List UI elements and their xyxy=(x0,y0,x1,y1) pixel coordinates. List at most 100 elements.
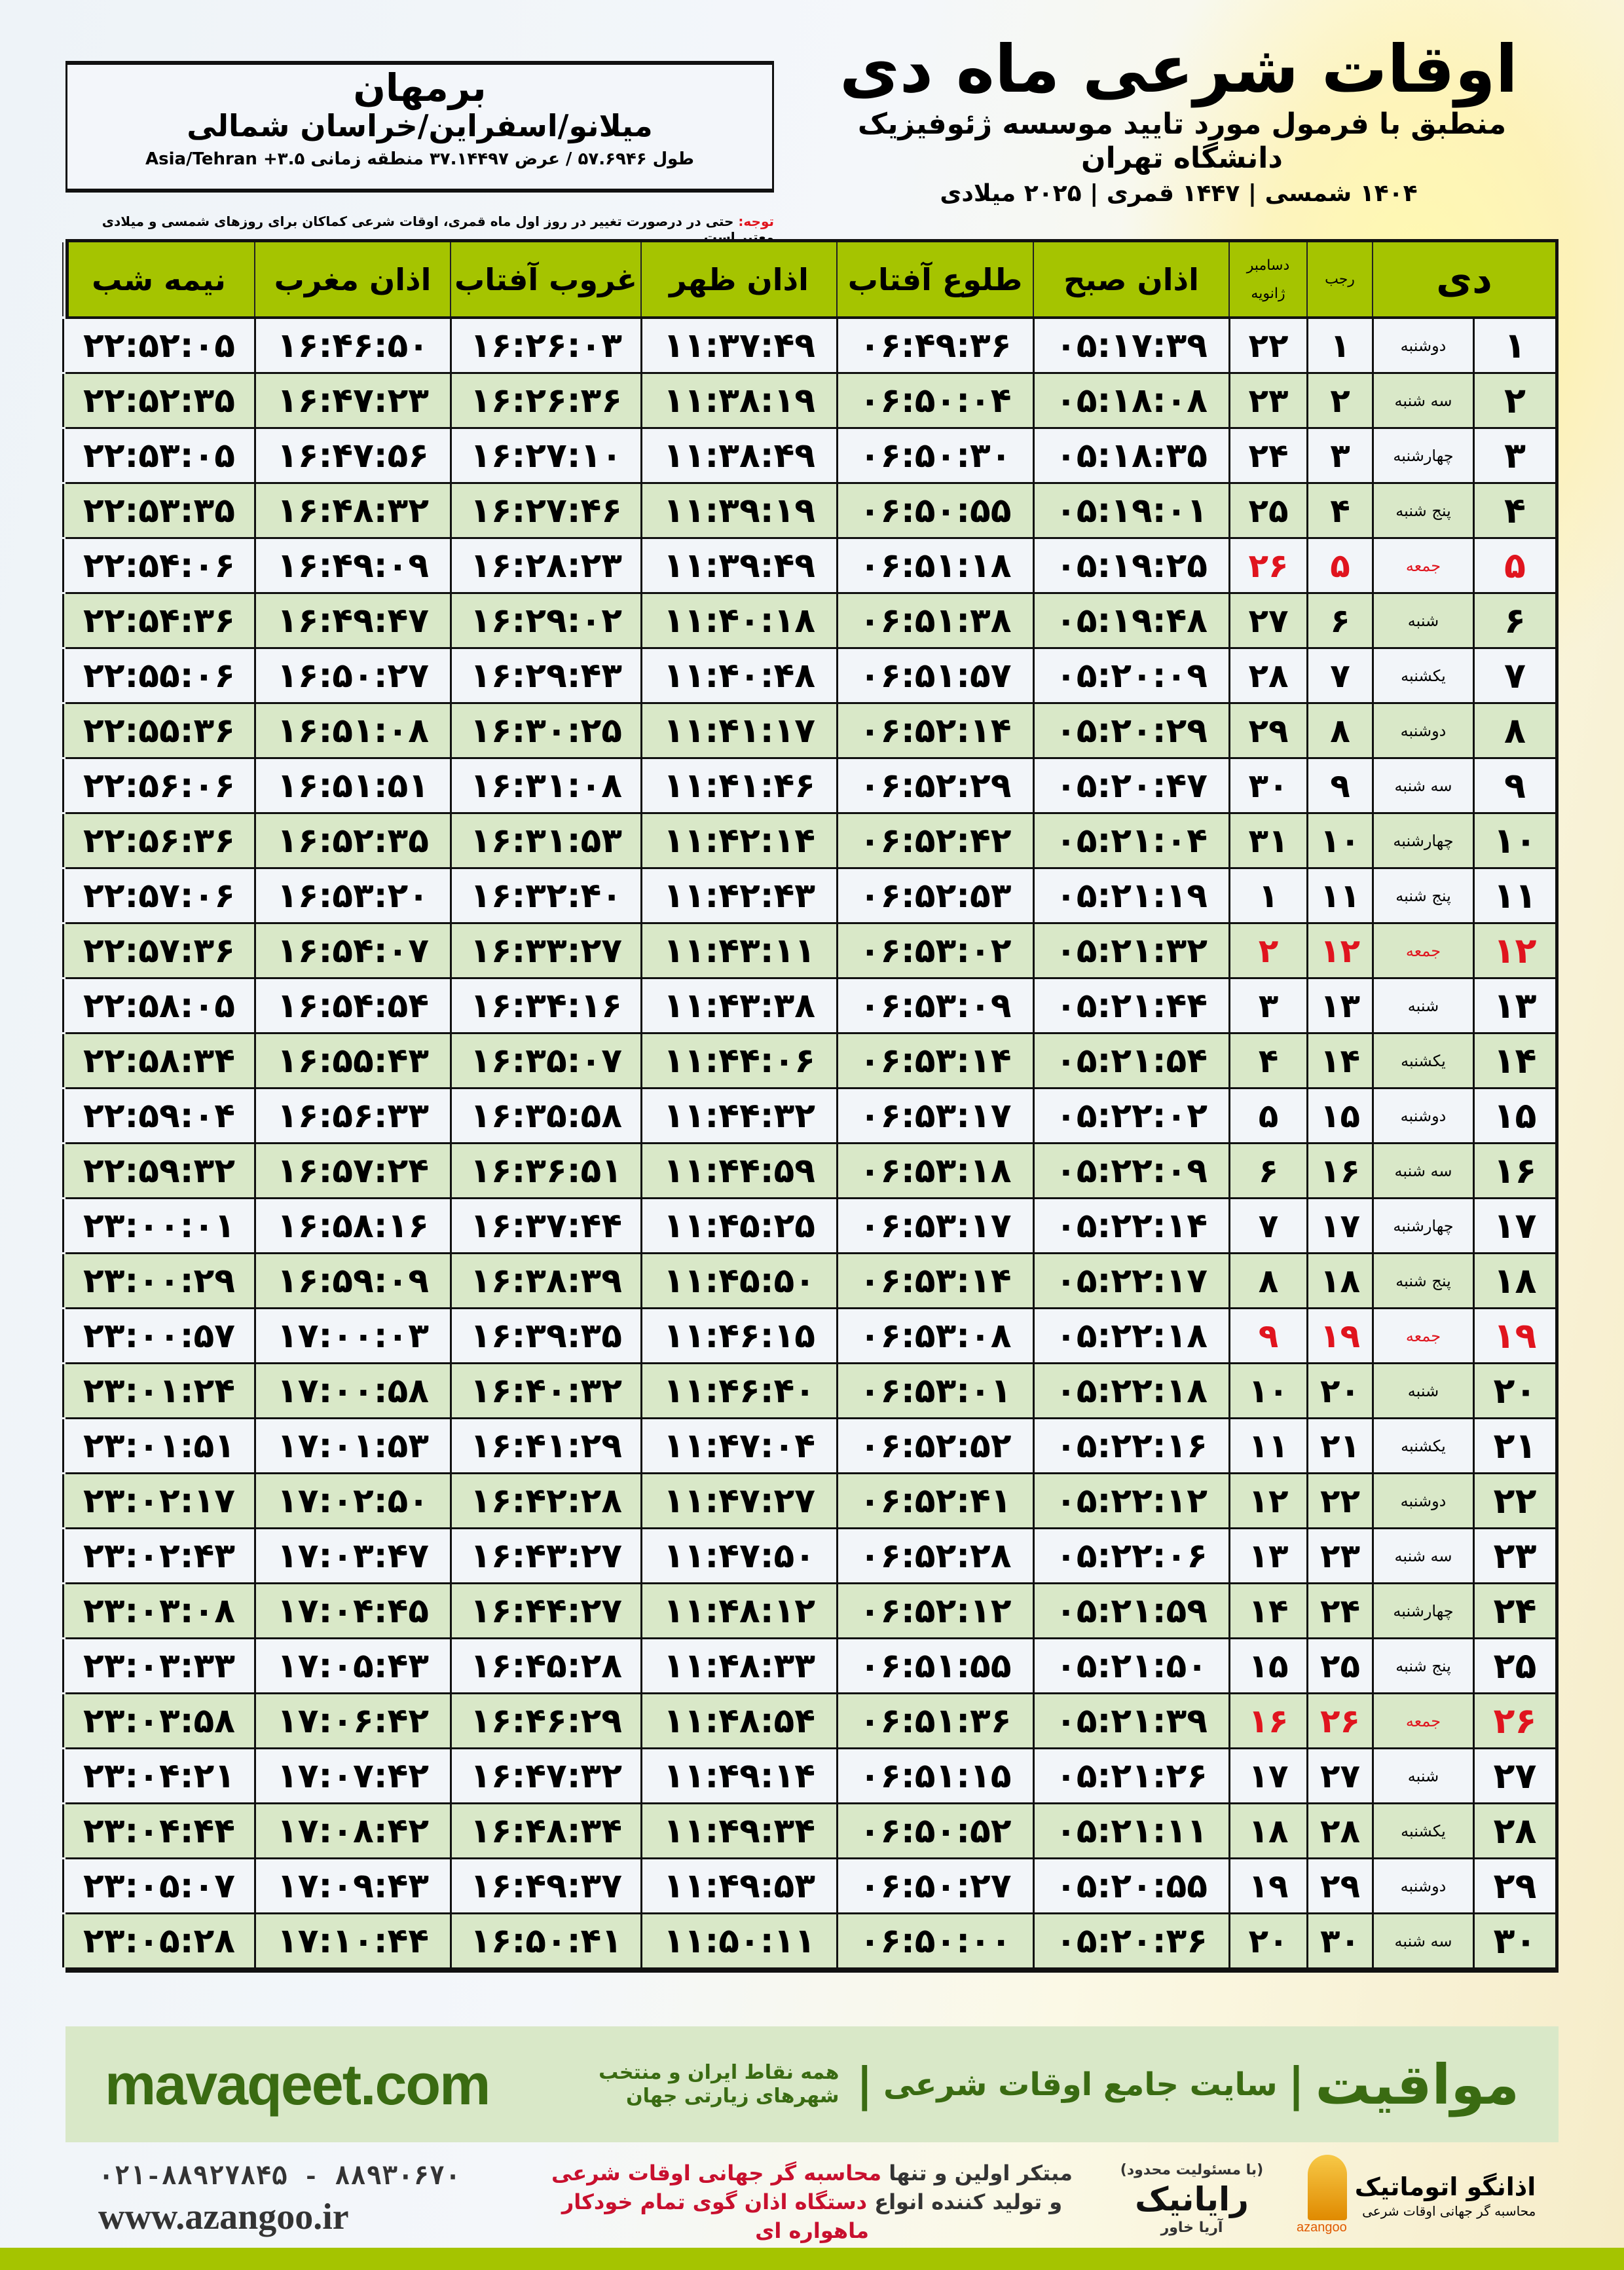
gregorian-date: ۱۷ xyxy=(1228,1749,1306,1802)
rajab-date: ۱۳ xyxy=(1306,979,1372,1032)
gregorian-date: ۱۲ xyxy=(1228,1474,1306,1527)
sunset-time: ۱۶:۳۶:۵۱ xyxy=(450,1144,640,1197)
slogan-line2: و تولید کننده انواع xyxy=(867,2189,1063,2214)
rajab-date: ۱ xyxy=(1306,319,1372,372)
maghrib-time: ۱۶:۵۶:۳۳ xyxy=(254,1089,450,1142)
day-number: ۱۰ xyxy=(1473,814,1555,867)
fajr-time: ۰۵:۱۹:۰۱ xyxy=(1033,484,1228,537)
midnight-time: ۲۲:۵۲:۰۵ xyxy=(62,319,254,372)
gregorian-date: ۲۴ xyxy=(1228,429,1306,482)
weekday: چهارشنبه xyxy=(1372,1584,1473,1637)
sunrise-time: ۰۶:۵۳:۱۸ xyxy=(836,1144,1033,1197)
midnight-time: ۲۳:۰۵:۰۷ xyxy=(62,1859,254,1912)
sunrise-time: ۰۶:۵۰:۳۰ xyxy=(836,429,1033,482)
dhuhr-time: ۱۱:۵۰:۱۱ xyxy=(640,1914,836,1967)
midnight-time: ۲۲:۵۴:۰۶ xyxy=(62,539,254,592)
gregorian-date: ۳۰ xyxy=(1228,759,1306,812)
sunrise-time: ۰۶:۵۳:۱۷ xyxy=(836,1089,1033,1142)
sunrise-time: ۰۶:۵۱:۵۷ xyxy=(836,649,1033,702)
fajr-time: ۰۵:۱۷:۳۹ xyxy=(1033,319,1228,372)
sunset-time: ۱۶:۳۵:۰۷ xyxy=(450,1034,640,1087)
brand-tagline: سایت جامع اوقات شرعی xyxy=(883,2066,1278,2103)
table-row: ۲۷ شنبه ۲۷ ۱۷ ۰۵:۲۱:۲۶ ۰۶:۵۱:۱۵ ۱۱:۴۹:۱۴ ۱۶:۴۷:… xyxy=(62,1749,1555,1804)
weekday: شنبه xyxy=(1372,594,1473,647)
weekday: پنج شنبه xyxy=(1372,1254,1473,1307)
header-midnight: نیمه شب xyxy=(62,242,254,316)
gregorian-date: ۱ xyxy=(1228,869,1306,922)
region-name: میلانو/اسفراین/خراسان شمالی xyxy=(187,108,653,143)
website-link[interactable]: mavaqeet.com xyxy=(105,2051,490,2117)
azangoo-emblem: azangoo xyxy=(1297,2155,1347,2235)
day-number: ۵ xyxy=(1473,539,1555,592)
slogan-line1: مبتکر اولین و تنها xyxy=(881,2161,1073,2186)
table-row: ۲۳ سه شنبه ۲۳ ۱۳ ۰۵:۲۲:۰۶ ۰۶:۵۲:۲۸ ۱۱:۴۷:۵۰ ۱۶:… xyxy=(62,1529,1555,1584)
sunrise-time: ۰۶:۵۰:۵۵ xyxy=(836,484,1033,537)
table-row: ۲۶ جمعه ۲۶ ۱۶ ۰۵:۲۱:۳۹ ۰۶:۵۱:۳۶ ۱۱:۴۸:۵۴ ۱۶:۴۶:… xyxy=(62,1694,1555,1749)
partner-note: (با مسئولیت محدود) xyxy=(1120,2162,1264,2178)
gregorian-date: ۲۸ xyxy=(1228,649,1306,702)
fajr-time: ۰۵:۱۸:۳۵ xyxy=(1033,429,1228,482)
midnight-time: ۲۲:۵۶:۰۶ xyxy=(62,759,254,812)
dhuhr-time: ۱۱:۴۷:۲۷ xyxy=(640,1474,836,1527)
fajr-time: ۰۵:۲۱:۵۰ xyxy=(1033,1639,1228,1692)
dhuhr-time: ۱۱:۴۸:۳۳ xyxy=(640,1639,836,1692)
day-number: ۲۳ xyxy=(1473,1529,1555,1582)
weekday: دوشنبه xyxy=(1372,704,1473,757)
dhuhr-time: ۱۱:۴۶:۱۵ xyxy=(640,1309,836,1362)
weekday: دوشنبه xyxy=(1372,319,1473,372)
table-row: ۶ شنبه ۶ ۲۷ ۰۵:۱۹:۴۸ ۰۶:۵۱:۳۸ ۱۱:۴۰:۱۸ ۱۶:۲۹:۰۲… xyxy=(62,594,1555,649)
midnight-time: ۲۳:۰۵:۲۸ xyxy=(62,1914,254,1967)
fajr-time: ۰۵:۲۲:۱۶ xyxy=(1033,1419,1228,1472)
maghrib-time: ۱۶:۴۷:۵۶ xyxy=(254,429,450,482)
rajab-date: ۱۱ xyxy=(1306,869,1372,922)
table-row: ۳ چهارشنبه ۳ ۲۴ ۰۵:۱۸:۳۵ ۰۶:۵۰:۳۰ ۱۱:۳۸:۴۹ ۱۶:۲… xyxy=(62,429,1555,484)
table-row: ۷ یکشنبه ۷ ۲۸ ۰۵:۲۰:۰۹ ۰۶:۵۱:۵۷ ۱۱:۴۰:۴۸ ۱۶:۲۹:… xyxy=(62,649,1555,704)
gregorian-date: ۱۶ xyxy=(1228,1694,1306,1747)
table-row: ۲۵ پنج شنبه ۲۵ ۱۵ ۰۵:۲۱:۵۰ ۰۶:۵۱:۵۵ ۱۱:۴۸:۳۳ ۱۶… xyxy=(62,1639,1555,1694)
dhuhr-time: ۱۱:۳۷:۴۹ xyxy=(640,319,836,372)
gregorian-date: ۲۹ xyxy=(1228,704,1306,757)
table-row: ۱۲ جمعه ۱۲ ۲ ۰۵:۲۱:۳۲ ۰۶:۵۳:۰۲ ۱۱:۴۳:۱۱ ۱۶:۳۳:۲… xyxy=(62,924,1555,979)
rajab-date: ۴ xyxy=(1306,484,1372,537)
day-number: ۲۹ xyxy=(1473,1859,1555,1912)
dhuhr-time: ۱۱:۴۸:۵۴ xyxy=(640,1694,836,1747)
sunrise-time: ۰۶:۴۹:۳۶ xyxy=(836,319,1033,372)
sunrise-time: ۰۶:۵۰:۰۴ xyxy=(836,374,1033,427)
gregorian-date: ۳ xyxy=(1228,979,1306,1032)
rajab-date: ۱۸ xyxy=(1306,1254,1372,1307)
fajr-time: ۰۵:۲۱:۵۹ xyxy=(1033,1584,1228,1637)
midnight-time: ۲۲:۵۳:۰۵ xyxy=(62,429,254,482)
fajr-time: ۰۵:۲۲:۰۲ xyxy=(1033,1089,1228,1142)
gregorian-date: ۲۳ xyxy=(1228,374,1306,427)
midnight-time: ۲۳:۰۳:۵۸ xyxy=(62,1694,254,1747)
sunrise-time: ۰۶:۵۲:۲۹ xyxy=(836,759,1033,812)
rajab-date: ۶ xyxy=(1306,594,1372,647)
header-dhuhr: اذان ظهر xyxy=(640,242,836,316)
sunset-time: ۱۶:۳۳:۲۷ xyxy=(450,924,640,977)
weekday: سه شنبه xyxy=(1372,1529,1473,1582)
azangoo-link[interactable]: www.azangoo.ir xyxy=(98,2197,349,2237)
table-body: ۱ دوشنبه ۱ ۲۲ ۰۵:۱۷:۳۹ ۰۶:۴۹:۳۶ ۱۱:۳۷:۴۹ ۱۶:۲۶:… xyxy=(62,319,1555,1969)
day-number: ۱۱ xyxy=(1473,869,1555,922)
sunrise-time: ۰۶:۵۱:۱۵ xyxy=(836,1749,1033,1802)
page-subtitle: منطبق با فرمول مورد تایید موسسه ژئوفیزیک… xyxy=(857,107,1507,175)
maghrib-time: ۱۶:۴۶:۵۰ xyxy=(254,319,450,372)
weekday: یکشنبه xyxy=(1372,1804,1473,1857)
sunset-time: ۱۶:۳۲:۴۰ xyxy=(450,869,640,922)
day-number: ۳۰ xyxy=(1473,1914,1555,1967)
midnight-time: ۲۳:۰۰:۵۷ xyxy=(62,1309,254,1362)
table-row: ۵ جمعه ۵ ۲۶ ۰۵:۱۹:۲۵ ۰۶:۵۱:۱۸ ۱۱:۳۹:۴۹ ۱۶:۲۸:۲۳… xyxy=(62,539,1555,594)
maghrib-time: ۱۷:۰۳:۴۷ xyxy=(254,1529,450,1582)
maghrib-time: ۱۶:۵۷:۲۴ xyxy=(254,1144,450,1197)
gregorian-date: ۱۴ xyxy=(1228,1584,1306,1637)
table-row: ۱۶ سه شنبه ۱۶ ۶ ۰۵:۲۲:۰۹ ۰۶:۵۳:۱۸ ۱۱:۴۴:۵۹ ۱۶:۳… xyxy=(62,1144,1555,1199)
rajab-date: ۱۴ xyxy=(1306,1034,1372,1087)
midnight-time: ۲۲:۵۵:۰۶ xyxy=(62,649,254,702)
table-row: ۹ سه شنبه ۹ ۳۰ ۰۵:۲۰:۴۷ ۰۶:۵۲:۲۹ ۱۱:۴۱:۴۶ ۱۶:۳۱… xyxy=(62,759,1555,814)
dhuhr-time: ۱۱:۳۹:۱۹ xyxy=(640,484,836,537)
separator: | xyxy=(1287,2057,1305,2112)
midnight-time: ۲۳:۰۱:۵۱ xyxy=(62,1419,254,1472)
weekday: شنبه xyxy=(1372,1364,1473,1417)
table-row: ۱۷ چهارشنبه ۱۷ ۷ ۰۵:۲۲:۱۴ ۰۶:۵۳:۱۷ ۱۱:۴۵:۲۵ ۱۶:… xyxy=(62,1199,1555,1254)
rajab-date: ۱۶ xyxy=(1306,1144,1372,1197)
